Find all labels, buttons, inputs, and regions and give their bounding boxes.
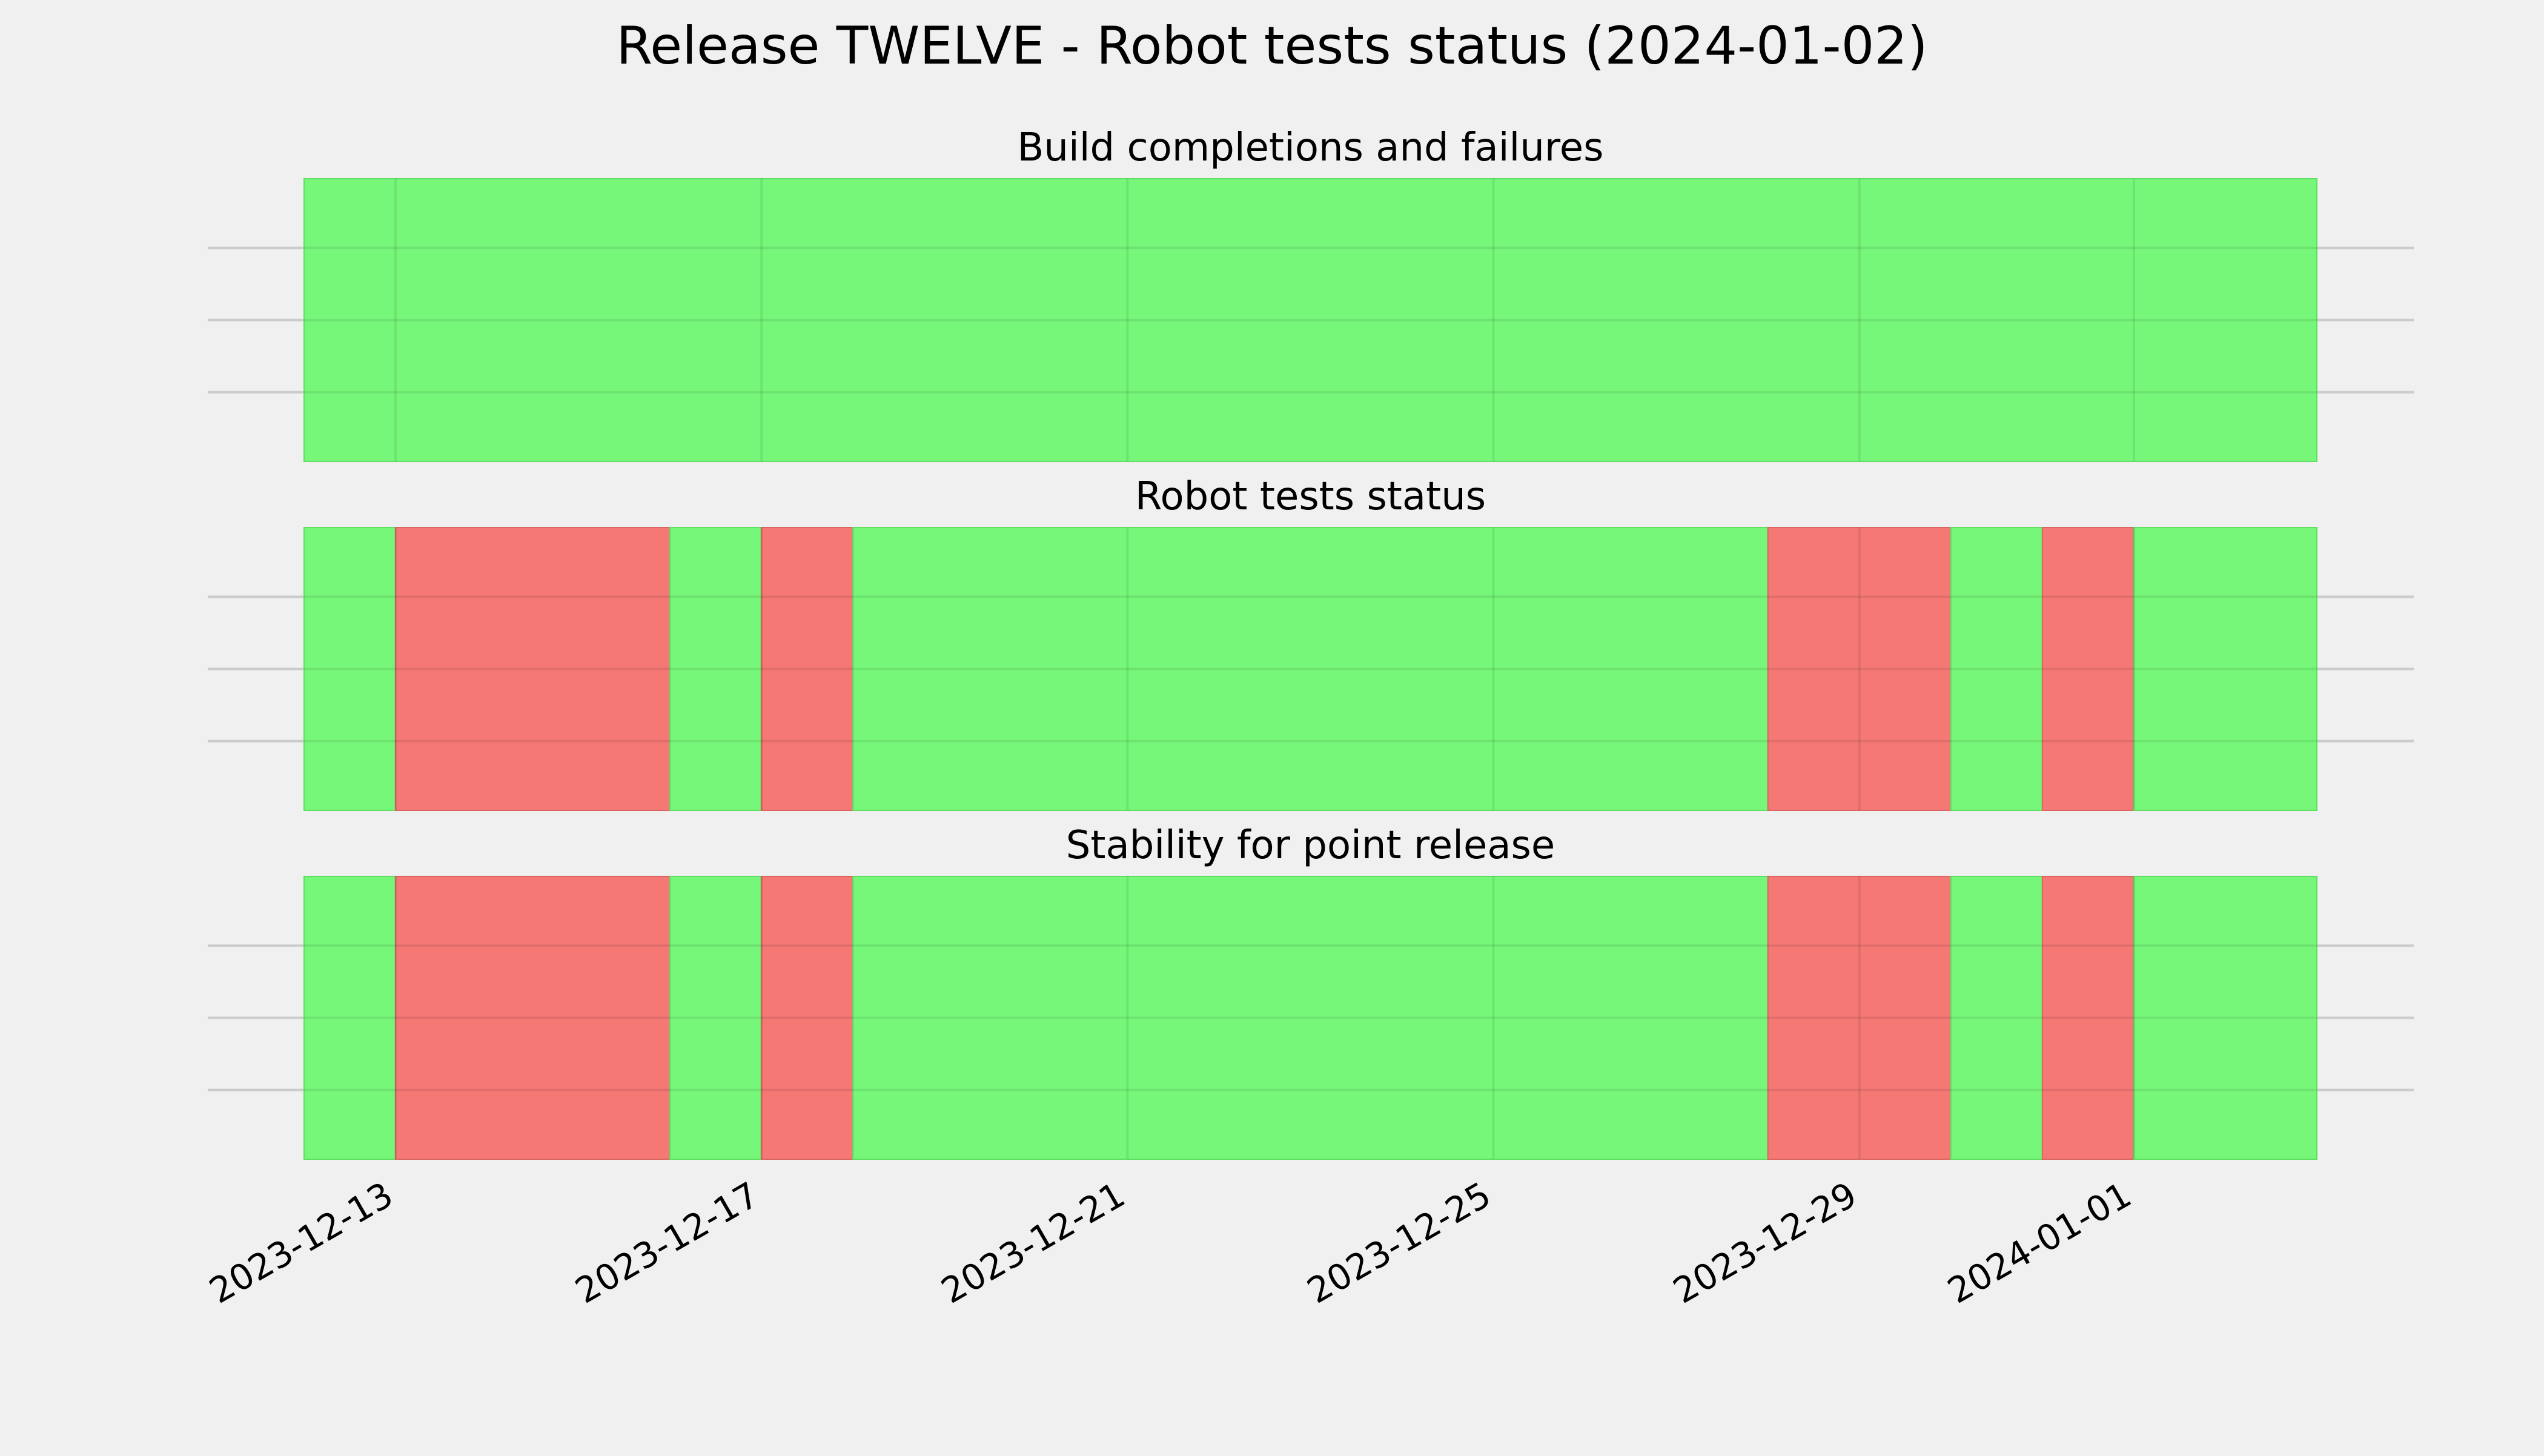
status-segment-fail [761, 876, 854, 1160]
status-segment-fail [395, 876, 671, 1160]
status-segment-fail [1767, 527, 1952, 811]
panel-title: Robot tests status [1135, 474, 1486, 519]
panel-1: Build completions and failures [208, 125, 2414, 462]
panel-3: Stability for point release [208, 823, 2414, 1160]
status-segment-pass [852, 527, 1769, 811]
chart-panels: Build completions and failures Robot test… [208, 125, 2414, 1160]
status-segment-pass [669, 527, 763, 811]
status-segment-fail [395, 527, 671, 811]
status-segment-pass [669, 876, 763, 1160]
status-segment-pass [303, 178, 2317, 462]
status-segment-pass [303, 876, 397, 1160]
status-segment-fail [2041, 527, 2135, 811]
status-segment-pass [303, 527, 397, 811]
chart-title: Release TWELVE - Robot tests status (202… [616, 16, 1927, 76]
panel-title: Build completions and failures [1018, 125, 1604, 170]
panel-title: Stability for point release [1066, 823, 1555, 868]
status-segment-fail [1767, 876, 1952, 1160]
status-segment-pass [2133, 527, 2318, 811]
status-segment-fail [2041, 876, 2135, 1160]
status-segment-pass [1950, 527, 2043, 811]
panel-2: Robot tests status [208, 474, 2414, 811]
status-segment-pass [2133, 876, 2318, 1160]
